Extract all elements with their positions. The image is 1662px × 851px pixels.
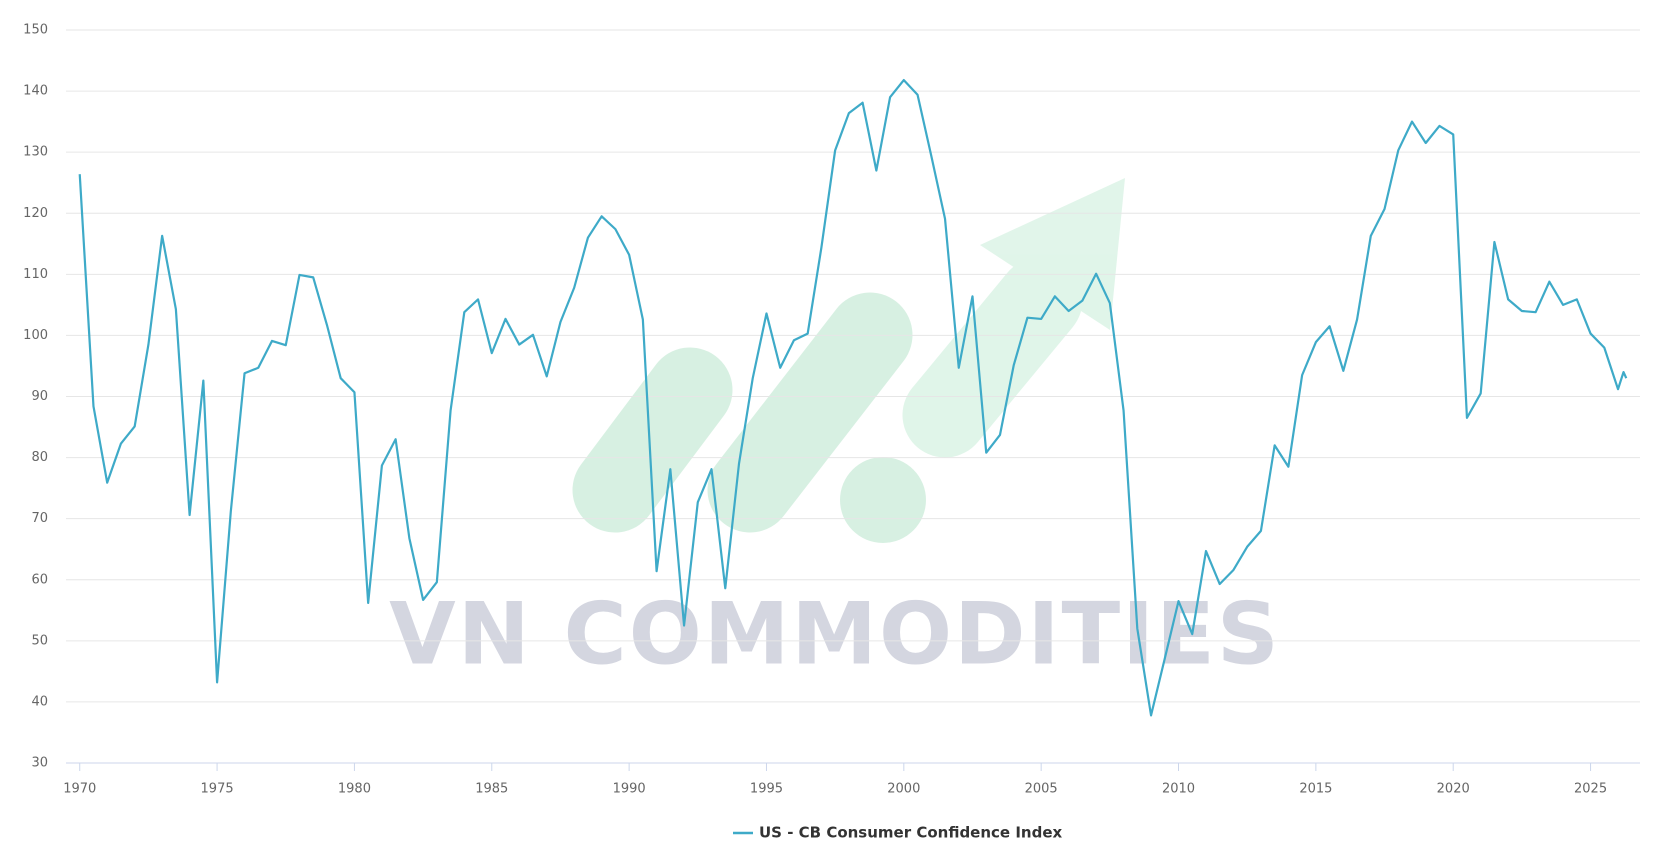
watermark-logo	[572, 178, 1125, 543]
x-tick-label: 1980	[338, 782, 371, 797]
x-tick-label: 2025	[1574, 782, 1607, 797]
y-tick-label: 120	[23, 206, 48, 221]
y-tick-label: 130	[23, 145, 48, 160]
x-tick-label: 2005	[1025, 782, 1058, 797]
x-tick-label: 1985	[475, 782, 508, 797]
x-tick-label: 1970	[63, 782, 96, 797]
x-tick-label: 1990	[613, 782, 646, 797]
x-tick-label: 1995	[750, 782, 783, 797]
y-tick-label: 60	[31, 572, 48, 587]
y-tick-label: 110	[23, 267, 48, 282]
y-tick-label: 50	[31, 633, 48, 648]
y-tick-label: 30	[31, 756, 48, 771]
x-tick-label: 2020	[1437, 782, 1470, 797]
y-tick-label: 70	[31, 511, 48, 526]
y-tick-label: 100	[23, 328, 48, 343]
y-tick-label: 90	[31, 389, 48, 404]
y-tick-label: 140	[23, 84, 48, 99]
legend-text: US - CB Consumer Confidence Index	[759, 824, 1062, 842]
y-tick-label: 40	[31, 694, 48, 709]
series-line	[78, 78, 1628, 717]
x-tick-label: 1975	[201, 782, 234, 797]
y-tick-label: 80	[31, 450, 48, 465]
x-tick-label: 2010	[1162, 782, 1195, 797]
watermark-text: VN COMMODITIES	[389, 584, 1281, 684]
x-tick-label: 2015	[1299, 782, 1332, 797]
x-tick-label: 2000	[887, 782, 920, 797]
y-tick-label: 150	[23, 23, 48, 38]
